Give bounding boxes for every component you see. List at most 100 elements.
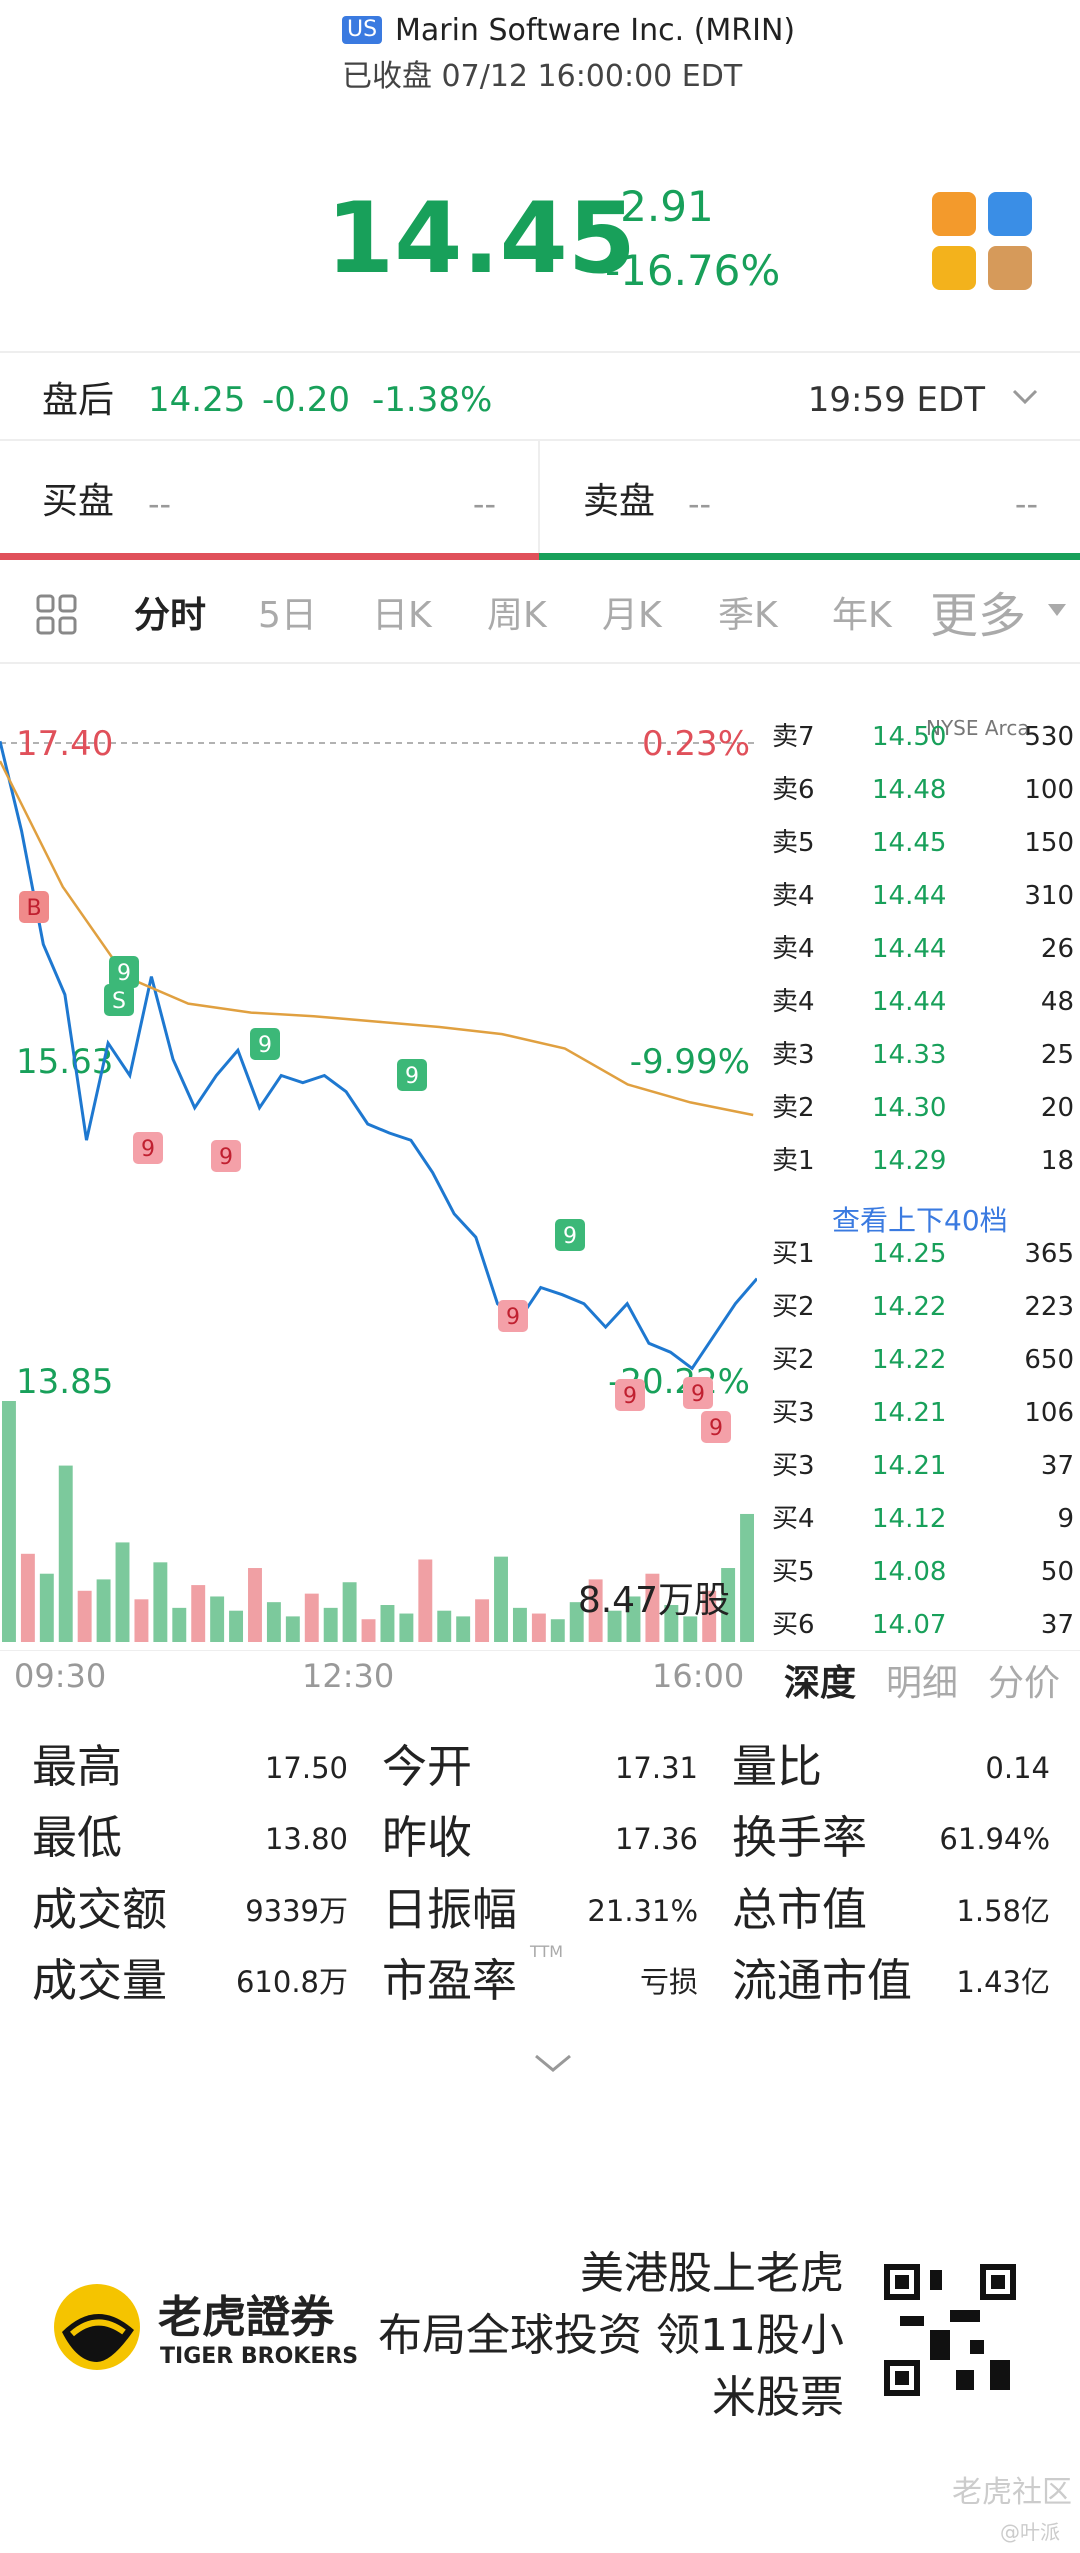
book-price: 14.12	[872, 1504, 947, 1534]
signal-label: 9	[506, 1305, 520, 1330]
ask-label: 卖盘	[583, 481, 656, 522]
stock-name: Marin Software Inc. (MRIN)	[395, 13, 796, 48]
volume-bar	[323, 1607, 338, 1642]
tab[interactable]: 更多	[930, 588, 1027, 644]
brand-en: TIGER BROKERS	[160, 2344, 359, 2369]
volume-bar	[550, 1619, 565, 1642]
volume-bar	[153, 1562, 168, 1642]
book-side: 卖3	[772, 1040, 815, 1070]
book-side: 买2	[772, 1292, 815, 1322]
book-side: 买5	[772, 1557, 815, 1587]
after-hours-price: 14.25	[148, 380, 246, 420]
book-price: 14.22	[872, 1345, 947, 1375]
stat-label: 今开	[382, 1740, 473, 1793]
volume-bar	[512, 1607, 527, 1642]
volume-label: 8.47万股	[578, 1580, 730, 1621]
volume-bar	[569, 1602, 584, 1642]
ask-size: --	[1014, 485, 1038, 523]
depth-link[interactable]: 查看上下40档	[832, 1204, 1008, 1237]
volume-bar	[210, 1596, 225, 1642]
chevron[interactable]	[1010, 382, 1040, 412]
slogan: 布局全球投资 领11股小	[378, 2310, 844, 2361]
book-size: 106	[1024, 1398, 1074, 1428]
ask-bar	[539, 553, 1080, 560]
tab[interactable]: 月K	[602, 595, 662, 636]
tab[interactable]: 年K	[832, 595, 892, 636]
book-side: 买4	[772, 1504, 815, 1534]
book-tab[interactable]: 分价	[988, 1663, 1061, 1704]
signal-badge	[397, 1059, 427, 1091]
signal-badge	[498, 1300, 528, 1332]
tab[interactable]: 季K	[718, 595, 778, 636]
book-price: 14.22	[872, 1292, 947, 1322]
signal-label: 9	[141, 1137, 155, 1162]
volume-bar	[266, 1602, 281, 1642]
book-size: 37	[1040, 1451, 1074, 1481]
volume-bar	[20, 1553, 35, 1642]
book-size: 50	[1040, 1557, 1074, 1587]
signal-label: 9	[709, 1416, 723, 1441]
book-side: 买3	[772, 1398, 815, 1428]
signal-badge	[133, 1132, 163, 1164]
book-size: 365	[1024, 1239, 1074, 1269]
tab[interactable]: 周K	[487, 595, 547, 636]
stat-label: 日振幅	[382, 1883, 518, 1936]
tab[interactable]: 日K	[372, 595, 432, 636]
expand-chevron[interactable]	[530, 2048, 576, 2078]
volume-bar	[437, 1610, 452, 1642]
brand: 老虎證券	[158, 2292, 334, 2343]
grid-icon[interactable]	[36, 594, 78, 636]
volume-bar	[191, 1585, 206, 1642]
stat-label: 昨收	[382, 1811, 473, 1864]
volume-bar	[342, 1582, 357, 1642]
book-size: 650	[1024, 1345, 1074, 1375]
volume-bar	[304, 1593, 319, 1642]
stat-value: 21.31%	[587, 1894, 698, 1928]
book-price: 14.30	[872, 1093, 947, 1123]
stat-value: 亏损	[639, 1965, 698, 1999]
ttm-mark: TTM	[530, 1942, 564, 1961]
tab-arrow[interactable]	[1048, 604, 1066, 616]
stat-value: 61.94%	[939, 1822, 1050, 1856]
book-tab[interactable]: 明细	[886, 1663, 959, 1704]
stat-label: 市盈率	[382, 1954, 518, 2007]
line-price	[0, 740, 757, 1371]
change: -2.91	[605, 182, 714, 231]
exchange: NYSE Arca	[926, 716, 1030, 740]
volume-bar	[740, 1513, 754, 1642]
after-hours-time: 19:59 EDT	[807, 380, 985, 420]
book-side: 卖2	[772, 1093, 815, 1123]
icons[interactable]	[930, 190, 1040, 295]
signal-label: 9	[405, 1064, 419, 1089]
stat-label: 流通市值	[732, 1954, 913, 2007]
signal-badge	[683, 1377, 713, 1409]
volume-bar	[229, 1610, 244, 1642]
book-size: 150	[1024, 828, 1074, 858]
pct-label: 0.23%	[642, 724, 750, 764]
book-size: 9	[1057, 1504, 1074, 1534]
book-size: 26	[1040, 934, 1074, 964]
book-size: 20	[1040, 1093, 1074, 1123]
tab[interactable]: 5日	[258, 595, 317, 636]
divider	[0, 662, 1080, 664]
slogan: 美港股上老虎	[580, 2248, 844, 2299]
stat-label: 总市值	[732, 1883, 868, 1936]
volume-bar	[626, 1596, 641, 1642]
x-tick-label: 12:30	[302, 1657, 395, 1695]
volume-bar	[39, 1573, 54, 1642]
price: 14.45	[326, 182, 636, 296]
book-price: 14.25	[872, 1239, 947, 1269]
signal-badge	[104, 984, 134, 1016]
y-tick-label: 13.85	[16, 1362, 113, 1402]
divider	[0, 1650, 1080, 1651]
status: 已收盘 07/12 16:00:00 EDT	[342, 59, 743, 94]
volume-bar	[380, 1605, 395, 1642]
volume-bar	[588, 1579, 603, 1642]
tab[interactable]: 分时	[134, 595, 207, 636]
book-tab[interactable]: 深度	[784, 1663, 857, 1704]
stat-value: 1.58亿	[956, 1894, 1050, 1928]
volume-bar	[494, 1556, 508, 1642]
signal-badge	[615, 1379, 645, 1411]
